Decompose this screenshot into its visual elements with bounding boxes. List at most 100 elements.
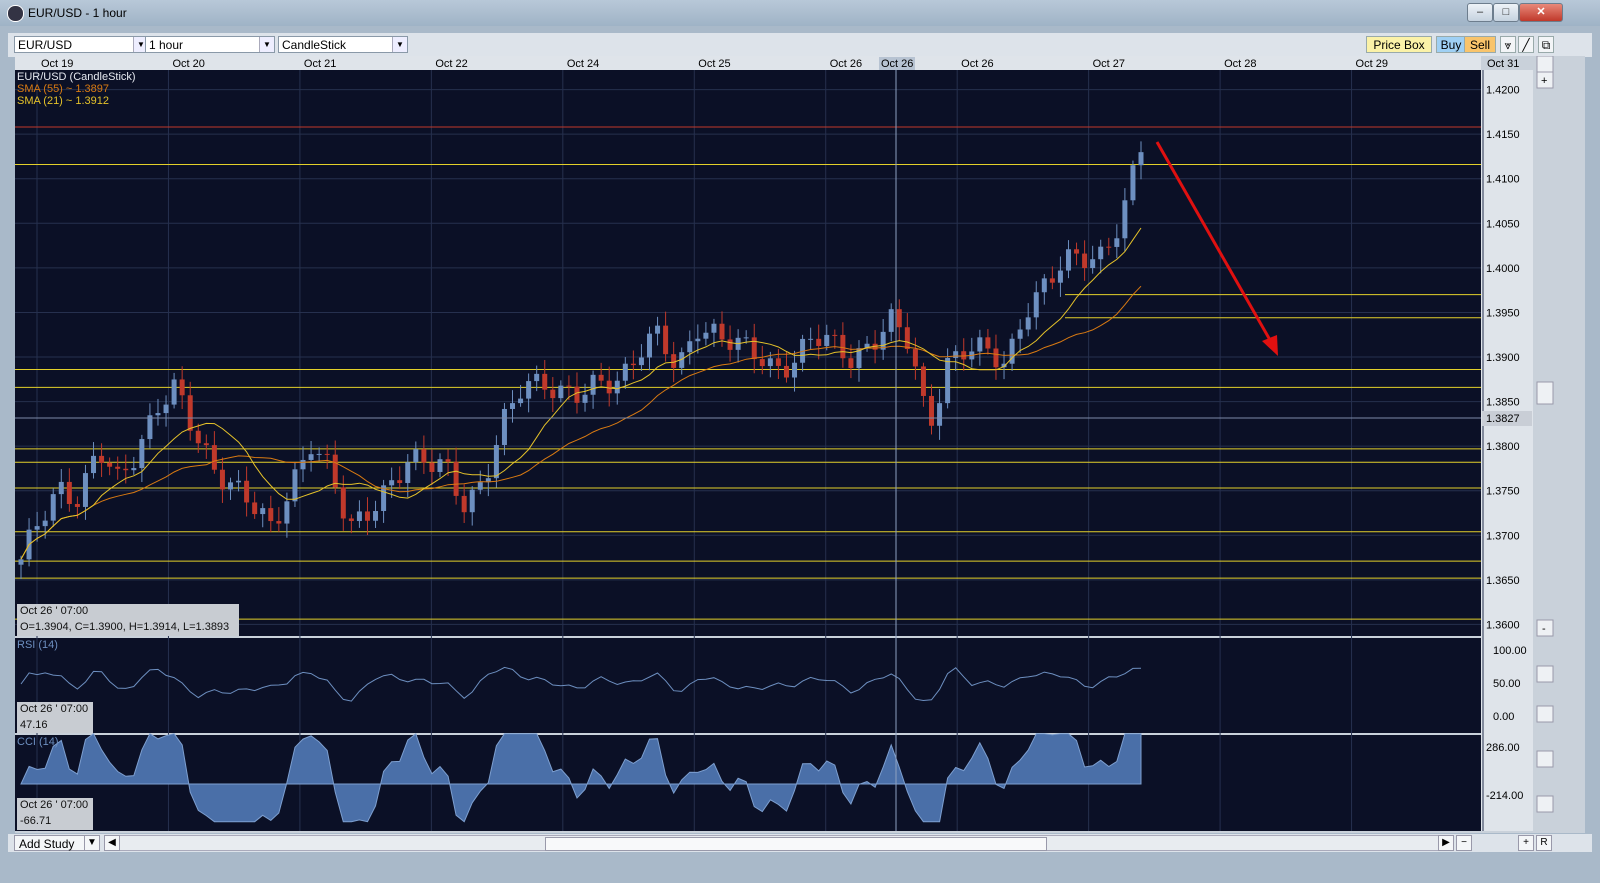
time-scrollbar[interactable]	[104, 835, 1454, 851]
candle-body	[195, 430, 201, 444]
bottom-bar: Add Study ▼ ◀ ▶ − + R	[8, 834, 1592, 852]
candle-body	[187, 395, 193, 431]
close-button[interactable]: ✕	[1519, 3, 1563, 22]
price-tick-label: 1.3600	[1486, 619, 1520, 631]
candle-body	[397, 480, 403, 484]
candle-body	[534, 373, 540, 382]
cci-area	[20, 732, 1142, 823]
add-study-button[interactable]: Add Study	[14, 835, 100, 851]
price-tick-label: 1.3650	[1486, 575, 1520, 587]
candle-body	[163, 404, 169, 414]
chart-svg[interactable]: Oct 19 Oct 20 Oct 21 Oct 22 Oct 24 Oct 25 Oct …	[15, 55, 1585, 833]
scroll-right-button[interactable]: ▶	[1438, 835, 1454, 851]
candle-body	[421, 449, 427, 463]
indicator-icon[interactable]: ⩔	[1500, 36, 1516, 53]
popout-icon[interactable]: ⧉	[1538, 36, 1554, 53]
zoom-icon[interactable]	[1536, 55, 1554, 73]
main-plus-button[interactable]	[1536, 71, 1554, 89]
date-tick-label: Oct 21	[304, 58, 336, 70]
candle-body	[880, 331, 886, 350]
candle-body	[582, 394, 588, 403]
candle-body	[1065, 249, 1071, 271]
candle-body	[413, 449, 419, 463]
scroll-left-button[interactable]: ◀	[104, 835, 120, 851]
symbol-value: EUR/USD	[18, 38, 73, 52]
candle-body	[687, 341, 693, 353]
candle-body	[405, 462, 411, 484]
candle-body	[147, 415, 153, 440]
title-bar: EUR/USD - 1 hour – □ ✕	[0, 0, 1600, 26]
date-tick-label: Oct 19	[41, 58, 73, 70]
crosshair-date-label: Oct 26	[881, 58, 913, 70]
legend-sma21: SMA (21) ~ 1.3912	[17, 95, 109, 107]
candle-body	[663, 325, 669, 355]
candle-body	[1090, 259, 1096, 269]
candle-body	[227, 482, 233, 490]
candle-body	[356, 511, 362, 522]
candle-body	[816, 338, 822, 346]
rsi-plus-button[interactable]	[1536, 665, 1554, 683]
legend-main: EUR/USD (CandleStick)	[17, 71, 136, 83]
date-tick-label: Oct 26	[830, 58, 862, 70]
right-panel-controls: + -	[1536, 55, 1554, 813]
main-minus-button[interactable]	[1536, 619, 1554, 637]
scroll-thumb[interactable]	[545, 837, 1047, 851]
timeframe-select[interactable]: 1 hour ▼	[145, 36, 275, 53]
candle-body	[493, 445, 499, 479]
price-tick-label: 1.3800	[1486, 441, 1520, 453]
price-box-button[interactable]: Price Box	[1366, 36, 1432, 53]
chart-type-value: CandleStick	[282, 38, 347, 52]
candle-body	[622, 363, 628, 381]
side-controls	[1533, 56, 1585, 833]
symbol-select[interactable]: EUR/USD ▼	[14, 36, 149, 53]
candle-body	[123, 468, 129, 471]
candle-body	[751, 337, 757, 360]
chevron-down-icon: ▼	[133, 37, 148, 52]
zoom-out-button[interactable]: −	[1456, 835, 1472, 851]
candle-body	[671, 354, 677, 368]
candle-body	[977, 337, 983, 352]
chevron-down-icon[interactable]: ▼	[84, 835, 100, 851]
rsi-minus-button[interactable]	[1536, 705, 1554, 723]
rsi-plot	[15, 638, 1481, 733]
reset-button[interactable]: R	[1536, 835, 1552, 851]
chart-area[interactable]: Oct 19 Oct 20 Oct 21 Oct 22 Oct 24 Oct 25 Oct …	[15, 55, 1585, 833]
maximize-button[interactable]: □	[1493, 3, 1519, 22]
sell-button[interactable]: Sell	[1464, 36, 1496, 53]
candle-body	[373, 511, 379, 521]
candle-body	[550, 389, 556, 399]
candle-body	[445, 459, 451, 462]
chart-type-select[interactable]: CandleStick ▼	[278, 36, 408, 53]
candle-body	[719, 323, 725, 340]
main-scroll-handle[interactable]	[1536, 381, 1554, 405]
rsi-value: 47.16	[17, 718, 93, 733]
candle-body	[953, 351, 959, 358]
rsi-tick-label: 100.00	[1493, 645, 1527, 657]
candle-body	[526, 381, 532, 399]
candle-body	[912, 349, 918, 367]
date-tick-label: Oct 31	[1487, 58, 1519, 70]
candle-body	[107, 462, 113, 467]
candle-body	[1057, 270, 1063, 283]
draw-line-icon[interactable]: ╱	[1518, 36, 1534, 53]
candle-body	[767, 358, 773, 367]
candle-body	[848, 358, 854, 369]
timeframe-value: 1 hour	[149, 38, 184, 52]
zoom-in-button[interactable]: +	[1518, 835, 1534, 851]
candle-body	[1017, 329, 1023, 339]
candle-body	[937, 403, 943, 426]
price-tick-label: 1.3700	[1486, 530, 1520, 542]
cci-minus-button[interactable]	[1536, 795, 1554, 813]
price-labels: 1.4200 1.4150 1.4100 1.4050 1.4000 1.3950 1.39…	[1486, 85, 1527, 802]
price-tick-label: 1.4150	[1486, 129, 1520, 141]
minimize-button[interactable]: –	[1467, 3, 1493, 22]
candle-body	[501, 408, 507, 446]
candle-body	[856, 348, 862, 369]
candle-body	[824, 334, 830, 346]
candle-body	[211, 445, 217, 470]
buy-button[interactable]: Buy	[1436, 36, 1466, 53]
sma21-line	[20, 227, 1142, 560]
candle-body	[82, 473, 88, 507]
candle-body	[429, 462, 435, 472]
cci-plus-button[interactable]	[1536, 750, 1554, 768]
